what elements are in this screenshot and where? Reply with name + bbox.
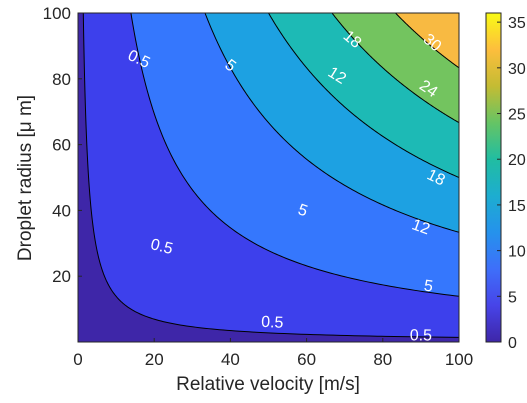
y-tick-label-20: 20	[52, 267, 71, 286]
colorbar-bar	[485, 12, 502, 343]
contour-label-0.5: 0.5	[261, 314, 284, 332]
colorbar-tick-label-25: 25	[508, 107, 526, 124]
colorbar: 0 5 10 15 20 25 30 35	[485, 12, 526, 352]
colorbar-tick-label-15: 15	[508, 198, 526, 215]
x-tick-label-20: 20	[145, 350, 164, 369]
contour-line-30	[395, 13, 459, 69]
contour-label-0.5: 0.5	[149, 236, 175, 258]
x-tick-label-100: 100	[445, 350, 473, 369]
contour-line-5	[130, 13, 459, 297]
colorbar-tick-label-20: 20	[508, 152, 526, 169]
x-tick-label-60: 60	[297, 350, 316, 369]
y-tick-label-40: 40	[52, 201, 71, 220]
x-tick-label-0: 0	[73, 350, 82, 369]
colorbar-ticks: 0 5 10 15 20 25 30 35	[497, 15, 526, 352]
colorbar-tick-label-5: 5	[508, 289, 517, 306]
colorbar-tick-label-30: 30	[508, 61, 526, 78]
contour-label-12: 12	[325, 64, 349, 88]
x-tick-label-80: 80	[373, 350, 392, 369]
contour-lines	[82, 13, 459, 338]
contour-label-18: 18	[424, 166, 448, 189]
contour-line-18	[268, 13, 459, 178]
contour-label-12: 12	[409, 216, 432, 238]
x-axis: 0 20 40 60 80 100	[73, 338, 473, 369]
colorbar-tick-label-10: 10	[508, 244, 526, 261]
contour-band-6	[395, 13, 459, 68]
y-tick-label-100: 100	[43, 4, 71, 23]
x-tick-label-40: 40	[221, 350, 240, 369]
contour-line-12	[204, 13, 459, 233]
colorbar-tick-label-35: 35	[508, 15, 526, 32]
y-tick-label-80: 80	[52, 70, 71, 89]
plot-frame	[77, 12, 460, 343]
y-axis: 20 40 60 80 100	[43, 4, 82, 286]
contour-line-24	[331, 13, 459, 124]
contour-line-0.5	[82, 13, 459, 338]
colorbar-tick-label-0: 0	[508, 335, 517, 352]
x-axis-title: Relative velocity [m/s]	[176, 374, 360, 395]
contour-label-0.5: 0.5	[410, 327, 433, 344]
y-tick-label-60: 60	[52, 136, 71, 155]
contour-fills	[78, 13, 459, 342]
contour-label-5: 5	[423, 278, 434, 296]
y-axis-title: Droplet radius [μ m]	[15, 95, 36, 261]
